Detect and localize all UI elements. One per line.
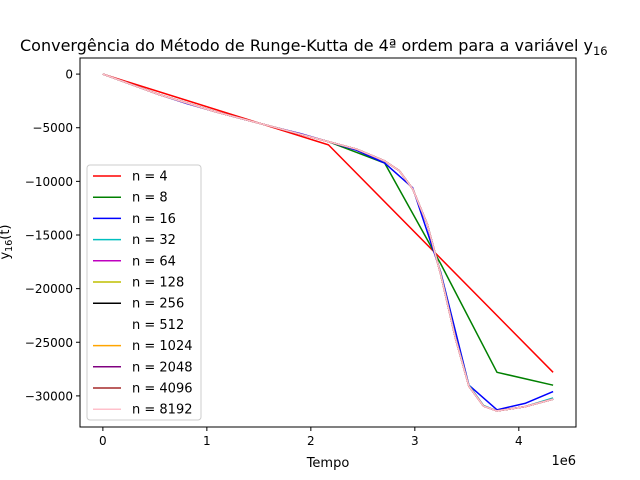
y-tick-label: −10000 (25, 175, 73, 189)
series-line-n-8192 (102, 73, 554, 412)
y-axis-ticks: 0 −5000 −10000 −15000 −20000 −25000 −30000 (25, 68, 80, 403)
chart-title: Convergência do Método de Runge-Kutta de… (20, 36, 608, 58)
x-tick-label: 2 (307, 434, 315, 448)
x-axis-multiplier: 1e6 (551, 454, 576, 469)
x-axis-label: Tempo (306, 456, 350, 471)
y-tick-label: −20000 (25, 282, 73, 296)
legend-label-n-1024: n = 1024 (132, 339, 192, 354)
legend-label-n-4096: n = 4096 (132, 382, 192, 397)
x-axis-ticks: 0 1 2 3 4 (99, 427, 523, 448)
legend-label-n-8192: n = 8192 (132, 403, 192, 418)
x-tick-label: 3 (411, 434, 419, 448)
y-axis-label: y16(t) (0, 224, 15, 259)
legend-label-n-512: n = 512 (132, 318, 184, 333)
axes-frame (79, 57, 577, 428)
legend: n = 4 n = 8 n = 16 n = 32 n = 64 n = 128 n = 2… (86, 164, 202, 421)
legend-label-n-64: n = 64 (132, 254, 176, 269)
series-line-n-4 (102, 73, 554, 373)
y-axis-label-subscript: 16 (4, 240, 15, 252)
legend-label-n-128: n = 128 (132, 276, 184, 291)
legend-box (86, 164, 202, 421)
x-tick-label: 1 (203, 434, 211, 448)
x-tick-label: 0 (99, 434, 107, 448)
legend-entries: n = 4 n = 8 n = 16 n = 32 n = 64 n = 128 n = 2… (93, 170, 192, 418)
y-axis-label-main: y (0, 252, 13, 260)
plot-series-group (102, 73, 554, 412)
chart-title-subscript: 16 (593, 44, 608, 58)
y-tick-label: −25000 (25, 336, 73, 350)
chart-title-main: Convergência do Método de Runge-Kutta de… (20, 36, 593, 55)
y-tick-label: 0 (65, 68, 73, 82)
legend-label-n-4: n = 4 (132, 170, 168, 185)
legend-label-n-2048: n = 2048 (132, 360, 192, 375)
legend-label-n-32: n = 32 (132, 233, 176, 248)
y-tick-label: −30000 (25, 389, 73, 403)
x-tick-label: 4 (515, 434, 523, 448)
legend-label-n-8: n = 8 (132, 191, 168, 206)
legend-label-n-256: n = 256 (132, 297, 184, 312)
legend-label-n-16: n = 16 (132, 212, 176, 227)
y-tick-label: −15000 (25, 228, 73, 242)
y-tick-label: −5000 (32, 121, 73, 135)
y-axis-label-suffix: (t) (0, 224, 13, 239)
